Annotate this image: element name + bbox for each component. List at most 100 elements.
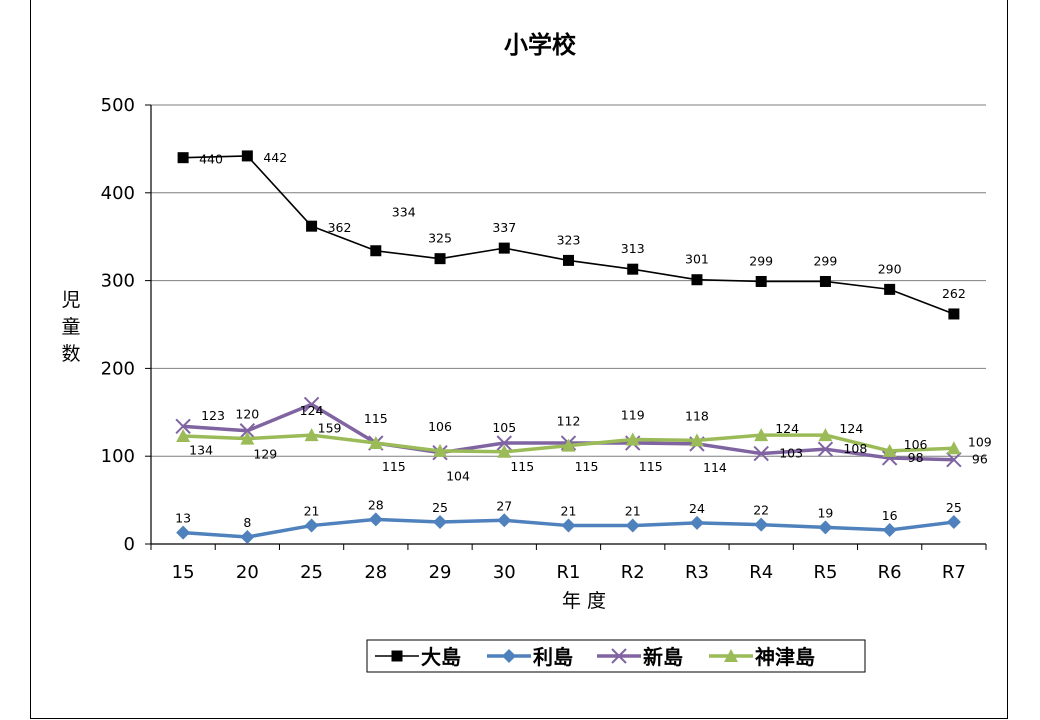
y-axis-label: 児童数 [61,289,80,365]
x-tick-label: 30 [493,562,516,583]
y-axis-ticks: 0 100 200 300 400 500 [101,95,151,555]
x-tick-label: 25 [300,562,323,583]
data-label: 118 [685,408,709,423]
data-label: 129 [253,447,277,462]
data-label: 290 [878,261,902,276]
data-label: 114 [703,460,727,475]
data-label: 28 [368,497,384,512]
series-group [175,150,962,544]
data-label: 21 [561,504,577,519]
data-point [755,275,767,287]
data-label: 115 [364,411,388,426]
data-point [434,253,446,265]
data-label: 108 [843,441,867,456]
data-point [433,515,448,530]
x-tick-label: R3 [685,562,709,583]
data-labels: 440 442 362 334 325 337 323 313 301 299 299 290 262 1… [175,150,992,530]
data-label: 124 [775,421,799,436]
data-label: 98 [908,450,924,465]
legend-marker [724,649,738,662]
data-point [370,245,382,257]
data-label: 19 [817,505,833,520]
y-axis-label-char: 児 [61,289,80,311]
data-label: 123 [201,408,225,423]
data-label: 337 [492,220,516,235]
data-point [817,441,834,457]
legend-label: 新島 [643,645,683,669]
data-point [882,443,897,457]
data-label: 13 [175,511,191,526]
data-point [240,529,255,544]
legend: 大島 利島 新島 神津島 [366,639,866,673]
axes [150,105,986,545]
data-point [946,452,962,468]
data-point [689,515,704,530]
data-label: 362 [328,220,352,235]
data-point [946,515,961,530]
data-point [303,396,320,413]
data-point [497,513,512,528]
line-chart: 小学校 0 100 200 300 400 500 15 20 25 28 29 30 R1 R2 R3 R… [61,31,992,673]
y-tick-label: 500 [101,95,135,116]
data-point [818,520,833,535]
x-tick-label: R6 [878,562,902,583]
data-label: 109 [968,434,992,449]
data-label: 25 [946,500,962,515]
y-axis-label-char: 数 [61,343,80,365]
data-label: 334 [392,205,416,220]
legend-label: 大島 [421,645,461,669]
data-label: 21 [304,504,320,519]
data-point [561,518,576,533]
x-axis-label: 年 度 [562,590,606,612]
data-point [497,444,512,458]
y-tick-label: 100 [101,446,135,467]
data-label: 120 [235,407,259,422]
y-tick-label: 300 [101,271,135,292]
x-tick-label: 28 [364,562,387,583]
data-point [176,429,191,443]
data-point [433,443,448,457]
data-point [754,517,769,532]
data-label: 299 [813,253,837,268]
legend-label: 利島 [533,645,573,669]
legend-item-利島: 利島 [487,645,573,669]
data-label: 124 [300,403,324,418]
legend-marker [502,649,516,663]
data-point [818,428,833,442]
data-point [304,428,319,442]
data-label: 440 [199,152,223,167]
data-label: 134 [189,442,213,457]
data-label: 299 [749,253,773,268]
x-tick-label: R1 [557,562,581,583]
chart-title: 小学校 [504,31,577,59]
data-label: 442 [263,150,287,165]
x-tick-label: 15 [172,562,195,583]
legend-item-大島: 大島 [375,645,461,669]
data-point [948,308,960,320]
data-label: 115 [382,459,406,474]
y-axis-label-char: 童 [61,316,80,338]
data-point [496,435,512,451]
data-label: 105 [492,420,516,435]
data-point [176,525,191,540]
legend-marker [611,648,627,664]
y-tick-label: 200 [101,358,135,379]
data-point [563,254,574,266]
chart-frame: 小学校 0 100 200 300 400 500 15 20 25 28 29 30 R1 R2 R3 R… [30,0,1008,719]
data-label: 301 [685,252,709,267]
data-point [240,431,255,445]
data-label: 112 [557,414,581,429]
legend-marker [391,650,403,662]
data-label: 115 [510,459,534,474]
x-tick-label: 29 [429,562,452,583]
data-point [561,438,576,452]
data-label: 325 [428,231,452,246]
data-label: 104 [446,469,470,484]
grid [151,104,986,457]
data-point [368,512,383,527]
x-axis-ticks: 15 20 25 28 29 30 R1 R2 R3 R4 R5 R6 R7 [150,544,987,583]
data-point [882,522,897,537]
data-label: 159 [318,420,342,435]
x-tick-label: 20 [236,562,259,583]
data-point [625,432,640,446]
